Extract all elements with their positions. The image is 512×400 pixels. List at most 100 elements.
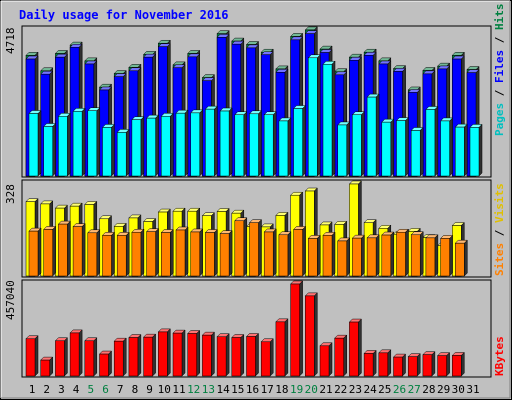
x-label-16: 16: [246, 383, 259, 396]
x-label-14: 14: [216, 383, 230, 396]
bar-side-sites-13: [214, 228, 218, 277]
bar-side-kbytes-18: [284, 318, 289, 377]
bar-side-sites-16: [258, 219, 262, 277]
bar-side-kbytes-12: [196, 329, 200, 377]
bar-pages-24: [366, 96, 377, 177]
bar-side-sites-21: [331, 231, 336, 277]
bar-side-sites-28: [434, 234, 439, 277]
x-label-13: 13: [202, 383, 215, 396]
bar-pages-22: [337, 124, 347, 177]
bar-side-sites-1: [37, 227, 42, 277]
bar-kbytes-21: [319, 345, 330, 377]
x-label-8: 8: [132, 383, 139, 396]
bar-sites-22: [337, 240, 347, 277]
bar-side-pages-10: [170, 112, 174, 177]
bar-sites-15: [234, 220, 245, 277]
bar-kbytes-4: [69, 332, 80, 377]
bar-pages-18: [278, 120, 289, 177]
bar-side-pages-14: [228, 107, 233, 177]
x-label-29: 29: [437, 383, 450, 396]
bar-side-kbytes-19: [299, 280, 303, 377]
bar-pages-20: [308, 57, 318, 177]
bar-sites-1: [28, 230, 39, 277]
bar-side-sites-30: [464, 239, 468, 277]
bar-side-pages-21: [331, 60, 336, 177]
legend-sites-visits: Sites / Visits: [493, 183, 506, 276]
bar-pages-21: [322, 64, 333, 177]
bar-side-kbytes-26: [402, 353, 406, 377]
bar-sites-28: [425, 237, 436, 277]
bar-side-pages-4: [81, 107, 86, 177]
legend-sep-1: /: [493, 83, 506, 103]
bar-side-pages-28: [434, 105, 439, 177]
bar-side-sites-3: [67, 220, 71, 277]
bar-kbytes-3: [55, 340, 65, 377]
bar-sites-3: [58, 223, 68, 277]
bar-side-kbytes-21: [328, 342, 333, 377]
bar-pages-15: [234, 114, 245, 177]
bar-pages-13: [205, 108, 215, 177]
bar-side-sites-4: [81, 223, 86, 277]
bar-side-pages-2: [52, 122, 56, 177]
bar-side-kbytes-4: [78, 329, 83, 377]
bar-kbytes-11: [172, 332, 183, 377]
bar-sites-6: [102, 235, 112, 277]
bar-sites-21: [322, 235, 333, 277]
bar-side-sites-25: [390, 231, 395, 277]
bar-kbytes-18: [275, 321, 286, 377]
x-label-6: 6: [102, 383, 109, 396]
bar-kbytes-25: [378, 352, 389, 377]
legend-pages-files-hits: Pages / Files / Hits: [493, 4, 506, 137]
bar-sites-12: [190, 231, 200, 277]
bar-pages-19: [293, 108, 303, 177]
bar-pages-14: [219, 110, 230, 177]
bar-side-pages-19: [302, 104, 306, 177]
bar-side-kbytes-1: [34, 335, 39, 377]
bar-side-pages-5: [96, 107, 101, 177]
bar-sites-27: [410, 234, 421, 277]
bar-side-sites-11: [184, 226, 189, 277]
bar-side-sites-6: [111, 231, 115, 277]
bar-pages-6: [102, 127, 112, 177]
x-label-23: 23: [349, 383, 362, 396]
x-label-9: 9: [146, 383, 153, 396]
bar-sites-29: [440, 238, 450, 277]
bar-sites-23: [352, 237, 362, 277]
bar-side-kbytes-22: [343, 334, 347, 377]
bar-side-pages-8: [140, 116, 145, 177]
bar-side-pages-30: [464, 123, 468, 177]
bar-kbytes-5: [84, 340, 95, 377]
x-label-26: 26: [393, 383, 406, 396]
bar-sites-4: [72, 226, 83, 277]
bar-pages-23: [352, 114, 362, 177]
bar-kbytes-17: [260, 341, 271, 377]
bar-kbytes-6: [99, 353, 109, 377]
bar-side-kbytes-30: [461, 351, 465, 377]
bar-side-kbytes-6: [108, 350, 112, 377]
bar-kbytes-1: [25, 338, 36, 377]
bar-side-sites-10: [170, 228, 174, 277]
legend-files: Files: [493, 50, 506, 83]
bar-kbytes-27: [407, 356, 418, 377]
bar-side-sites-7: [125, 231, 130, 277]
x-label-4: 4: [73, 383, 80, 396]
bar-side-pages-6: [111, 123, 115, 177]
bar-kbytes-2: [40, 359, 50, 377]
legend-kbytes: KBytes: [493, 336, 506, 376]
bar-sites-25: [381, 234, 392, 277]
bar-side-pages-17: [272, 111, 277, 177]
bar-kbytes-29: [437, 355, 447, 377]
bar-side-kbytes-25: [387, 349, 392, 377]
bar-sites-8: [131, 231, 142, 277]
bar-side-sites-12: [199, 228, 203, 277]
bar-sites-19: [293, 229, 303, 277]
bar-side-sites-23: [361, 234, 365, 277]
bar-sites-2: [43, 229, 53, 277]
bar-pages-1: [28, 113, 39, 177]
bar-kbytes-8: [128, 337, 139, 377]
bar-pages-29: [440, 120, 450, 177]
bar-side-kbytes-11: [181, 329, 186, 377]
bar-kbytes-22: [334, 337, 344, 377]
bar-kbytes-24: [363, 353, 374, 377]
bar-pages-26: [396, 120, 406, 177]
